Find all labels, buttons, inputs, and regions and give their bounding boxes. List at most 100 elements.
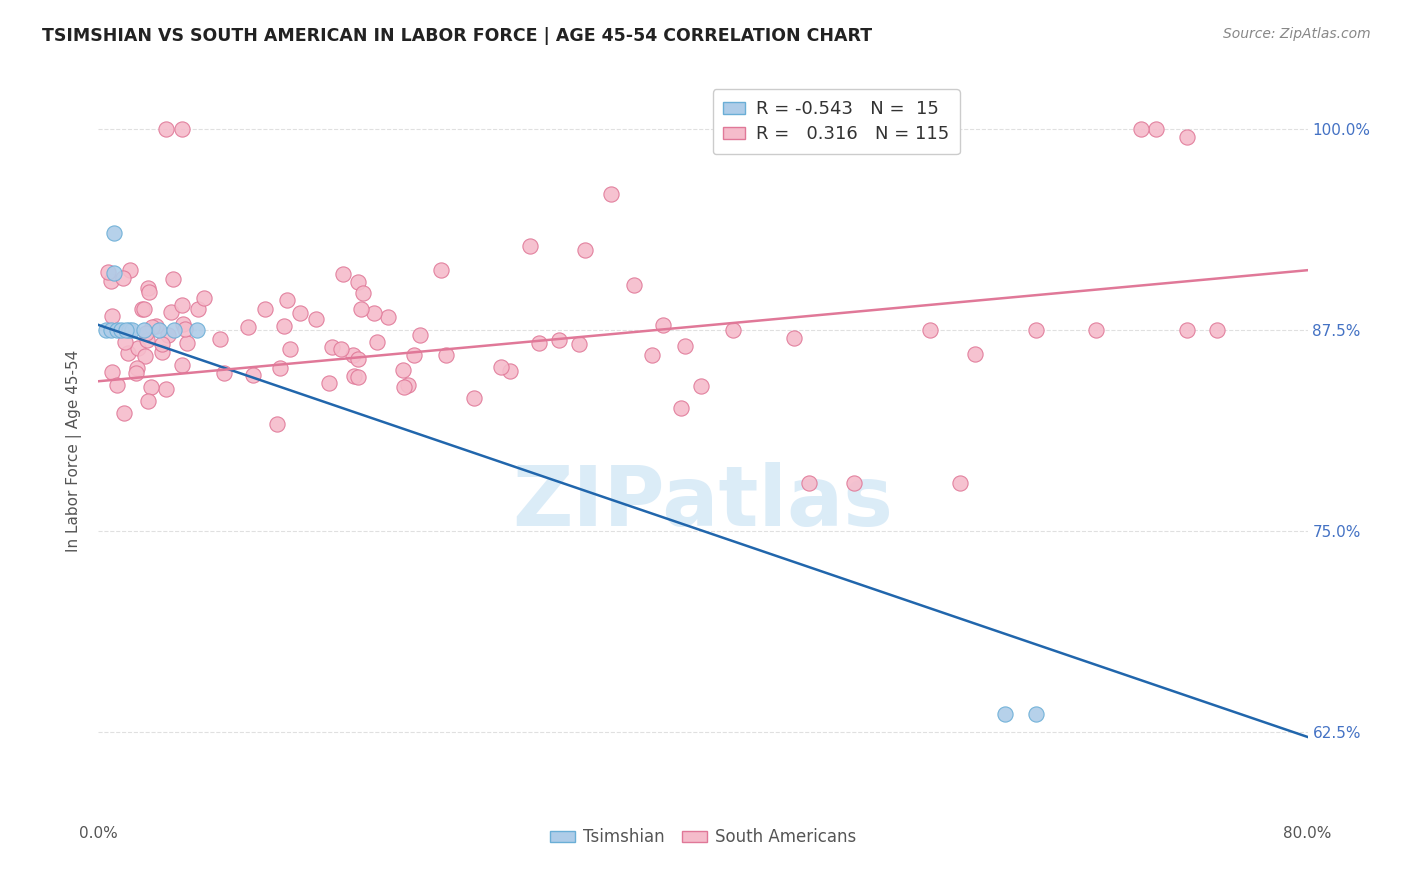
Point <box>949 475 972 490</box>
Point <box>844 475 866 490</box>
Point <box>100 274 122 288</box>
Point <box>145 318 167 333</box>
Point <box>404 347 426 361</box>
Point <box>176 336 198 351</box>
Text: ZIPatlas: ZIPatlas <box>513 462 893 543</box>
Point <box>186 323 208 337</box>
Point <box>162 272 184 286</box>
Point <box>499 364 522 378</box>
Point <box>94 323 117 337</box>
Point <box>1024 323 1046 337</box>
Point <box>918 323 941 337</box>
Point <box>651 318 673 332</box>
Point <box>117 346 139 360</box>
Point <box>1085 323 1108 337</box>
Point <box>138 285 160 299</box>
Point <box>135 326 157 340</box>
Point <box>170 298 193 312</box>
Point <box>114 335 136 350</box>
Point <box>392 363 415 377</box>
Point <box>132 302 155 317</box>
Point <box>321 340 343 354</box>
Point <box>1175 129 1198 144</box>
Point <box>409 327 432 342</box>
Point <box>187 301 209 316</box>
Point <box>114 323 136 337</box>
Point <box>155 121 177 136</box>
Point <box>288 306 311 320</box>
Point <box>1024 707 1046 722</box>
Point <box>212 366 235 380</box>
Point <box>103 226 125 240</box>
Point <box>568 337 591 351</box>
Point <box>346 352 368 367</box>
Point <box>329 343 352 357</box>
Point <box>131 301 153 316</box>
Point <box>529 336 551 351</box>
Point <box>342 348 364 362</box>
Point <box>163 323 186 337</box>
Point <box>332 267 354 281</box>
Point <box>276 293 298 307</box>
Point <box>434 347 457 361</box>
Point <box>346 275 368 289</box>
Point <box>132 323 155 337</box>
Point <box>118 323 141 337</box>
Point <box>150 337 173 351</box>
Point <box>318 376 340 391</box>
Point <box>366 335 388 350</box>
Point <box>236 319 259 334</box>
Point <box>723 323 745 337</box>
Point <box>134 349 156 363</box>
Point <box>1130 121 1153 136</box>
Point <box>103 267 125 281</box>
Point <box>965 347 987 361</box>
Point <box>1144 121 1167 136</box>
Point <box>273 318 295 333</box>
Point <box>669 401 692 416</box>
Point <box>266 417 288 432</box>
Point <box>377 310 399 324</box>
Point <box>269 360 291 375</box>
Point <box>548 334 571 348</box>
Point <box>125 366 148 380</box>
Text: TSIMSHIAN VS SOUTH AMERICAN IN LABOR FORCE | AGE 45-54 CORRELATION CHART: TSIMSHIAN VS SOUTH AMERICAN IN LABOR FOR… <box>42 27 872 45</box>
Point <box>97 265 120 279</box>
Point <box>305 312 328 326</box>
Point <box>253 301 276 316</box>
Y-axis label: In Labor Force | Age 45-54: In Labor Force | Age 45-54 <box>66 350 83 551</box>
Point <box>352 286 374 301</box>
Point <box>343 368 366 383</box>
Point <box>489 360 512 375</box>
Point <box>623 278 645 293</box>
Point <box>110 323 132 337</box>
Point <box>600 186 623 201</box>
Point <box>994 707 1017 722</box>
Point <box>641 348 664 362</box>
Point <box>121 323 143 337</box>
Point <box>396 378 419 392</box>
Point <box>100 323 122 337</box>
Point <box>101 365 124 379</box>
Point <box>172 318 194 332</box>
Point <box>136 394 159 409</box>
Point <box>347 370 370 384</box>
Point <box>170 358 193 372</box>
Point <box>673 339 696 353</box>
Point <box>157 327 180 342</box>
Point <box>135 333 157 347</box>
Point <box>1206 323 1229 337</box>
Point <box>519 239 541 253</box>
Point <box>209 332 232 346</box>
Point <box>350 301 373 316</box>
Point <box>170 121 193 136</box>
Point <box>105 323 128 337</box>
Point <box>430 263 453 277</box>
Point <box>689 379 711 393</box>
Point <box>111 270 134 285</box>
Point <box>159 305 181 319</box>
Point <box>118 263 141 277</box>
Point <box>392 380 415 394</box>
Point <box>193 291 215 305</box>
Point <box>463 391 485 405</box>
